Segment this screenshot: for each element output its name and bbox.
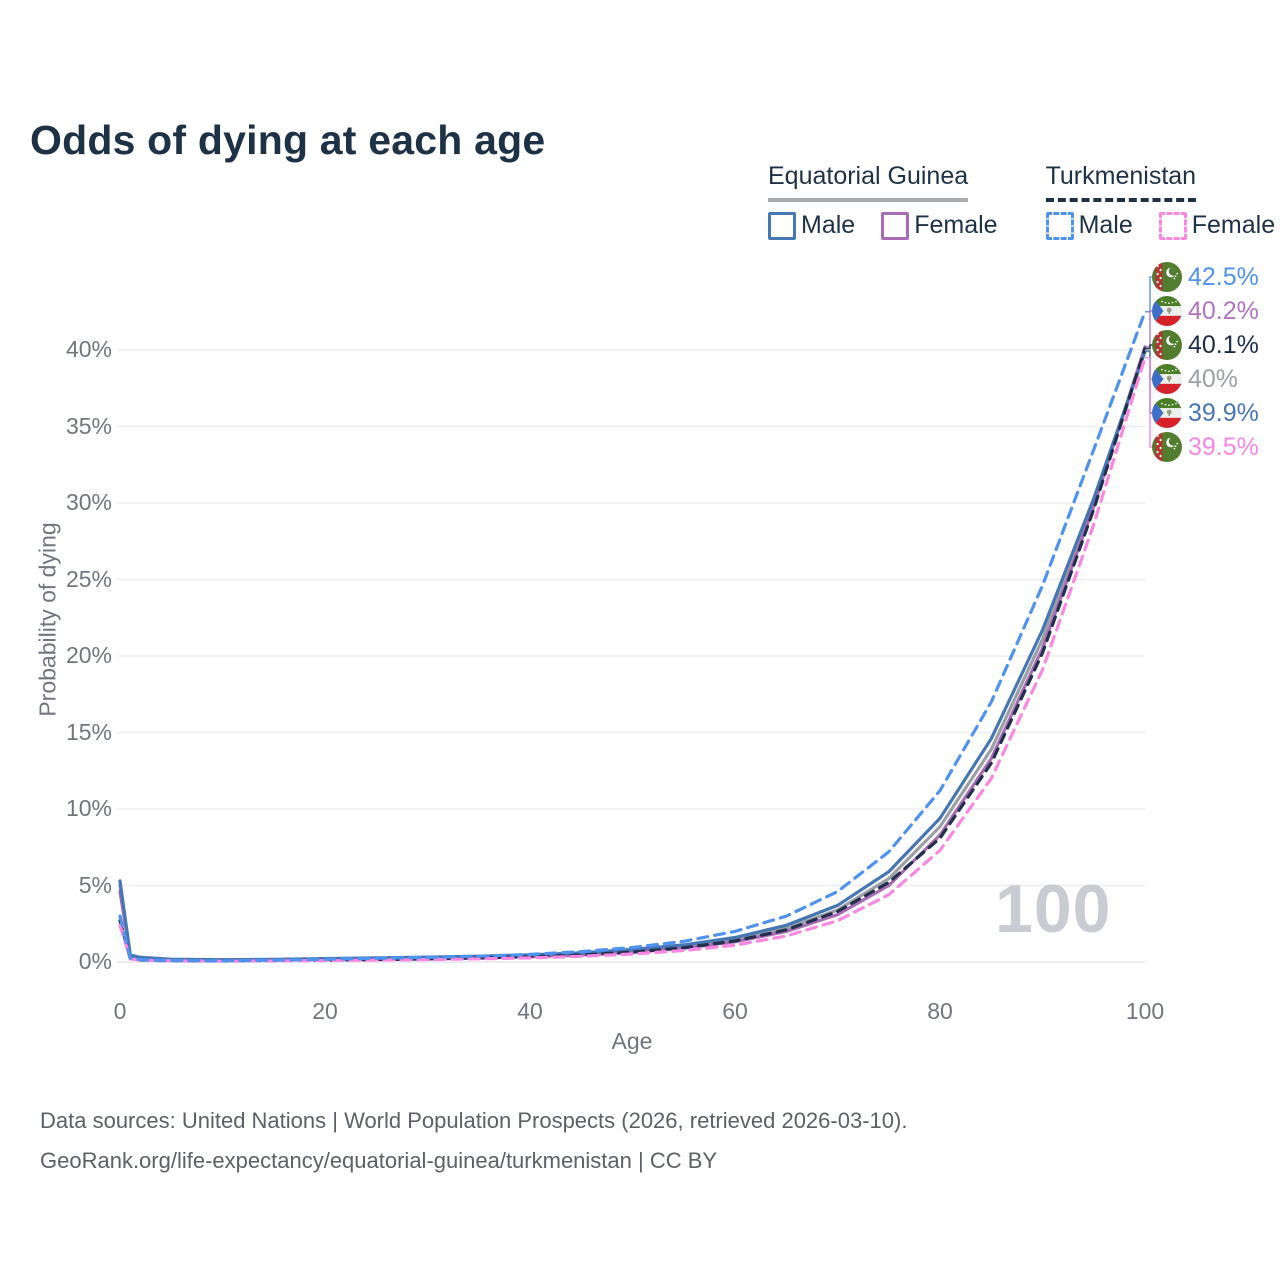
end-label-value: 40.2% — [1188, 296, 1259, 325]
turkmenistan-flag-icon — [1152, 330, 1182, 360]
y-tick-label: 15% — [65, 718, 112, 745]
end-label-tm-female: 39.5% — [1152, 432, 1259, 462]
x-tick-label: 100 — [1125, 998, 1165, 1024]
legend-group-turkmenistan: Turkmenistan Male Female — [1045, 162, 1276, 240]
end-label-value: 40.1% — [1188, 330, 1259, 359]
end-label-tm-male: 42.5% — [1152, 262, 1259, 292]
y-axis-title: Probability of dying — [34, 522, 61, 717]
y-tick-label: 10% — [65, 795, 112, 821]
series-line-tm-male — [118, 310, 1147, 963]
gridlines — [117, 349, 1145, 963]
x-tick-label: 80 — [927, 998, 953, 1024]
legend: Equatorial Guinea Male Female Turkmenist… — [768, 162, 1275, 240]
age-watermark: 100 — [995, 871, 1112, 947]
end-label-eg-female: 40.2% — [1152, 296, 1259, 326]
legend-item-label: Male — [1078, 211, 1133, 239]
y-tick-label: 5% — [78, 871, 112, 898]
end-label-value: 40% — [1188, 364, 1239, 393]
end-label-value: 39.5% — [1188, 432, 1259, 461]
legend-item-label: Male — [801, 211, 856, 239]
y-tick-label: 35% — [65, 412, 112, 439]
end-label-eg-male: 39.9% — [1152, 398, 1259, 428]
equatorial-guinea-flag-icon — [1152, 398, 1182, 428]
end-label-tm-total: 40.1% — [1152, 330, 1259, 360]
legend-item-label: Female — [914, 211, 998, 239]
legend-group-equatorial-guinea: Equatorial Guinea Male Female — [768, 162, 998, 240]
x-axis-title: Age — [611, 1028, 653, 1054]
checkbox-icon[interactable] — [1045, 211, 1074, 240]
series-line-eg-total — [118, 348, 1147, 962]
x-tick-label: 20 — [312, 998, 338, 1024]
y-tick-label: 0% — [78, 948, 112, 974]
x-tick-label: 60 — [722, 998, 748, 1024]
turkmenistan-flag-icon — [1152, 432, 1182, 462]
equatorial-guinea-flag-icon — [1152, 364, 1182, 394]
end-label-value: 42.5% — [1188, 262, 1259, 291]
equatorial-guinea-flag-icon — [1152, 296, 1182, 326]
footer-data-sources: Data sources: United Nations | World Pop… — [40, 1108, 908, 1133]
legend-item-equatorial-guinea-female[interactable]: Female — [881, 211, 998, 240]
checkbox-icon[interactable] — [768, 211, 796, 240]
y-tick-label: 30% — [65, 489, 112, 515]
turkmenistan-flag-icon — [1152, 262, 1182, 292]
legend-country-label-turkmenistan: Turkmenistan — [1045, 162, 1197, 202]
checkbox-icon[interactable] — [1158, 211, 1187, 240]
end-label-value: 39.9% — [1188, 398, 1259, 427]
legend-item-turkmenistan-male[interactable]: Male — [1045, 211, 1133, 240]
legend-country-label-equatorial-guinea: Equatorial Guinea — [768, 162, 969, 202]
legend-item-label: Female — [1191, 211, 1276, 239]
page-title: Odds of dying at each age — [30, 117, 546, 164]
end-label-eg-total: 40% — [1152, 364, 1238, 394]
series-lines — [118, 310, 1147, 963]
footer-attribution: GeoRank.org/life-expectancy/equatorial-g… — [40, 1148, 718, 1173]
y-tick-label: 40% — [65, 336, 112, 362]
checkbox-icon[interactable] — [881, 211, 910, 240]
x-tick-label: 0 — [113, 998, 127, 1024]
y-tick-label: 20% — [65, 642, 112, 668]
series-line-tm-female — [118, 356, 1147, 963]
x-tick-label: 40 — [517, 998, 543, 1024]
legend-item-equatorial-guinea-male[interactable]: Male — [768, 211, 855, 240]
y-tick-label: 25% — [65, 565, 112, 592]
legend-item-turkmenistan-female[interactable]: Female — [1158, 211, 1276, 240]
series-line-tm-total — [118, 346, 1147, 963]
line-chart — [117, 276, 1156, 963]
series-line-eg-female — [118, 345, 1147, 962]
